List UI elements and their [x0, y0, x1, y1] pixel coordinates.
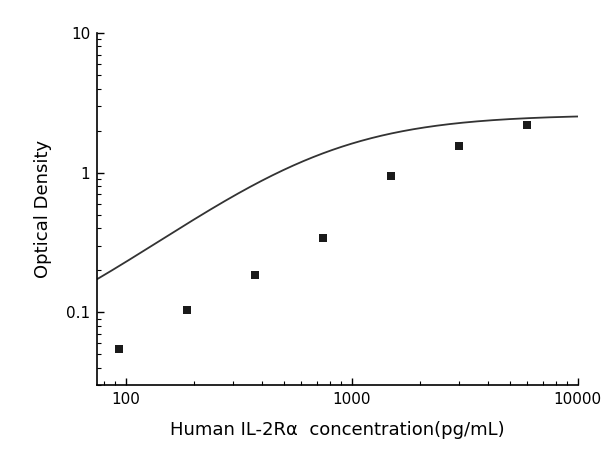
Y-axis label: Optical Density: Optical Density	[34, 140, 52, 278]
Point	[523, 121, 533, 128]
Point	[182, 306, 192, 313]
Point	[455, 142, 465, 150]
Point	[319, 235, 328, 242]
Point	[387, 172, 396, 180]
X-axis label: Human IL-2Rα  concentration(pg/mL): Human IL-2Rα concentration(pg/mL)	[170, 421, 505, 439]
Point	[114, 345, 124, 352]
Point	[250, 271, 260, 279]
